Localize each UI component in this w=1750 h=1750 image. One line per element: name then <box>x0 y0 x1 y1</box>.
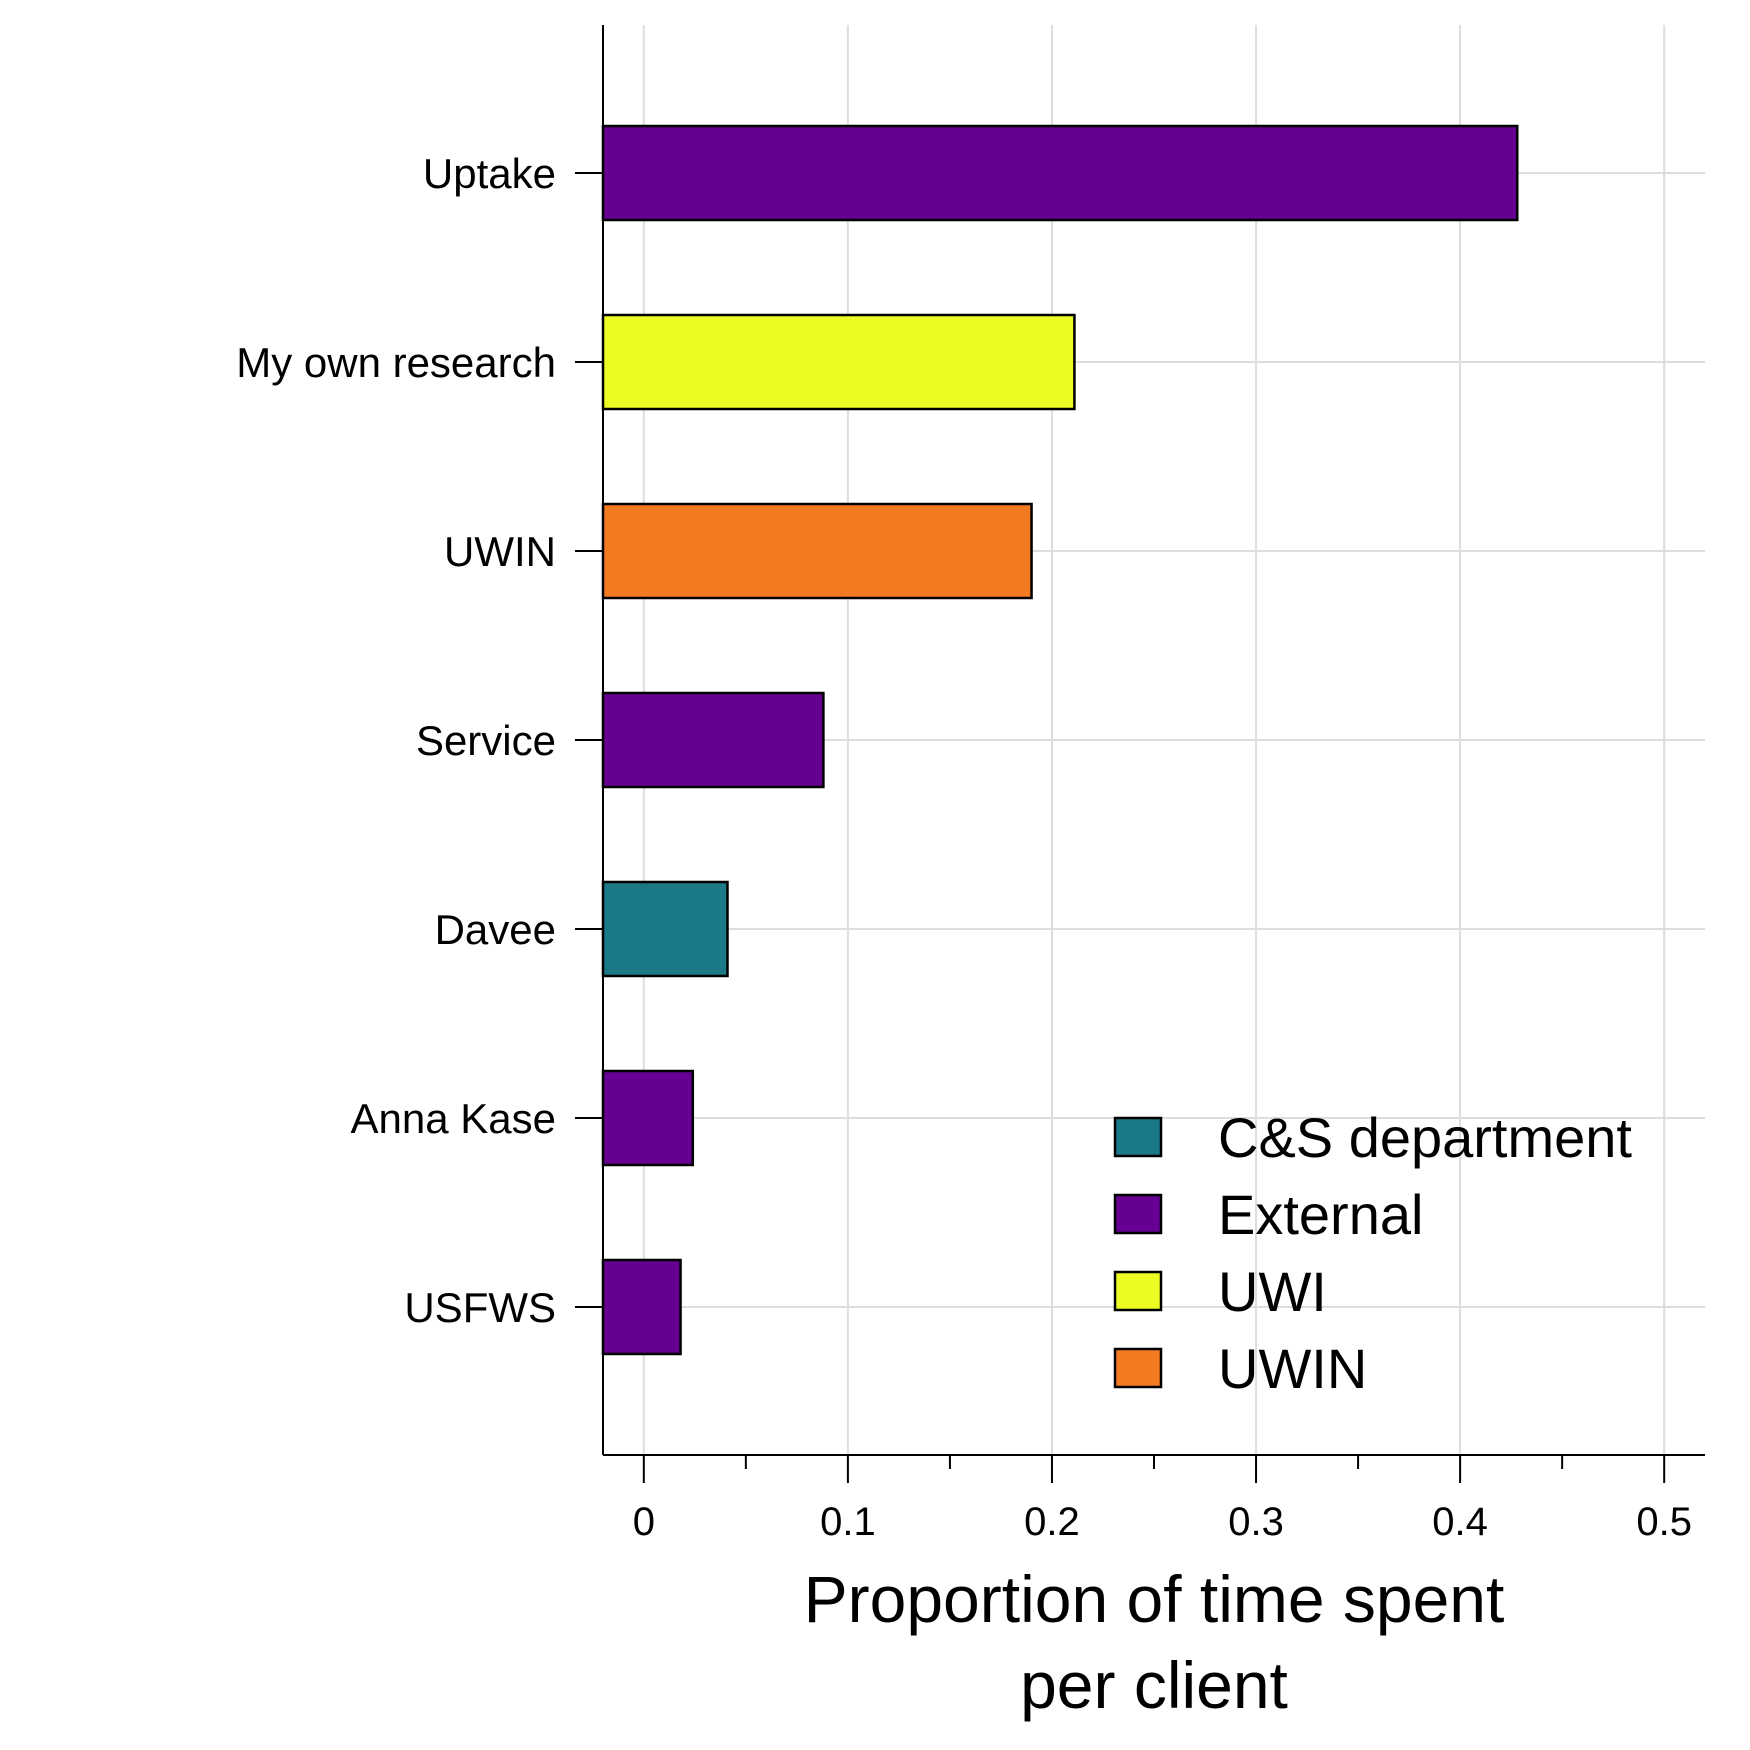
axis-ticks <box>575 172 1666 1483</box>
legend-swatch <box>1113 1116 1163 1158</box>
legend-label: UWI <box>1218 1260 1327 1323</box>
bar-service <box>601 691 825 789</box>
legend-swatch <box>1113 1347 1163 1389</box>
x-tick-label: 0.3 <box>1228 1500 1284 1544</box>
y-tick-label: My own research <box>236 339 556 386</box>
bar-anna-kase <box>601 1069 695 1167</box>
y-tick-label: Davee <box>435 906 556 953</box>
x-tick-label: 0.5 <box>1636 1500 1692 1544</box>
bar-uwin <box>601 502 1033 600</box>
bars <box>601 124 1519 1356</box>
legend-label: UWIN <box>1218 1337 1367 1400</box>
bar-usfws <box>601 1258 682 1356</box>
x-tick-label: 0.2 <box>1024 1500 1080 1544</box>
y-tick-label: UWIN <box>444 528 556 575</box>
bar-my-own-research <box>601 313 1076 411</box>
x-axis-title-line-1: Proportion of time spent <box>804 1562 1505 1636</box>
legend: C&S department External UWI UWIN <box>1113 1106 1632 1400</box>
x-tick-label: 0.1 <box>820 1500 876 1544</box>
x-tick-label: 0 <box>633 1500 655 1544</box>
x-tick-label: 0.4 <box>1432 1500 1488 1544</box>
y-tick-label: Service <box>416 717 556 764</box>
legend-swatch <box>1113 1270 1163 1312</box>
legend-label: C&S department <box>1218 1106 1632 1169</box>
legend-swatch <box>1113 1193 1163 1235</box>
legend-label: External <box>1218 1183 1423 1246</box>
y-tick-label: USFWS <box>404 1284 556 1331</box>
y-tick-label: Uptake <box>423 150 556 197</box>
bar-davee <box>601 880 729 978</box>
tick-labels: Uptake My own research UWIN Service Davee Ann… <box>236 150 1692 1544</box>
y-tick-label: Anna Kase <box>351 1095 557 1142</box>
x-axis-title-line-2: per client <box>1020 1648 1288 1722</box>
bar-uptake <box>601 124 1519 222</box>
